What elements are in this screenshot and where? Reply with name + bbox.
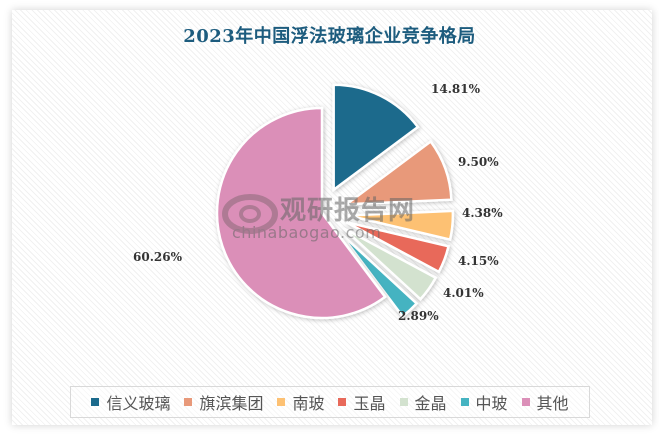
- legend-item[interactable]: 旗滨集团: [184, 390, 263, 414]
- legend-item[interactable]: 信义玻璃: [91, 390, 170, 414]
- data-label: 14.81%: [431, 82, 480, 96]
- legend-item[interactable]: 中玻: [460, 390, 508, 414]
- legend-label: 中玻: [475, 394, 508, 413]
- legend-item[interactable]: 玉晶: [338, 390, 386, 414]
- legend-item[interactable]: 其他: [521, 390, 569, 414]
- legend-label: 旗滨集团: [199, 394, 264, 413]
- legend-label: 南玻: [292, 394, 325, 413]
- pie-slice-5: [338, 231, 419, 318]
- pie-slice-6: [215, 106, 387, 320]
- legend-item[interactable]: 金晶: [399, 390, 447, 414]
- pie-slice-0: [332, 83, 420, 193]
- legend-swatch-icon: [338, 398, 347, 406]
- chart-legend: 信义玻璃 旗滨集团 南玻 玉晶 金晶 中玻 其他: [70, 386, 590, 418]
- data-label: 4.38%: [462, 206, 503, 220]
- chart-card: [12, 10, 652, 425]
- data-label: 4.01%: [443, 286, 484, 300]
- legend-label: 金晶: [414, 394, 447, 413]
- pie-slice-1: [342, 139, 453, 206]
- legend-label: 玉晶: [353, 394, 386, 413]
- data-label: 9.50%: [458, 155, 499, 169]
- legend-item[interactable]: 南玻: [277, 390, 324, 414]
- chart-title: 2023年中国浮法玻璃企业竞争格局: [183, 26, 476, 47]
- data-label: 60.26%: [133, 250, 182, 264]
- pie-slice-4: [342, 226, 438, 301]
- data-label: 2.89%: [398, 309, 439, 323]
- legend-label: 其他: [536, 394, 569, 413]
- legend-swatch-icon: [91, 398, 100, 406]
- pie-slice-3: [345, 220, 451, 274]
- legend-swatch-icon: [184, 398, 193, 406]
- legend-swatch-icon: [460, 398, 469, 406]
- legend-swatch-icon: [277, 398, 286, 406]
- data-label: 4.15%: [458, 254, 499, 268]
- pie-slice-2: [347, 209, 455, 242]
- legend-swatch-icon: [399, 398, 408, 406]
- legend-label: 信义玻璃: [106, 394, 171, 413]
- legend-swatch-icon: [521, 398, 530, 406]
